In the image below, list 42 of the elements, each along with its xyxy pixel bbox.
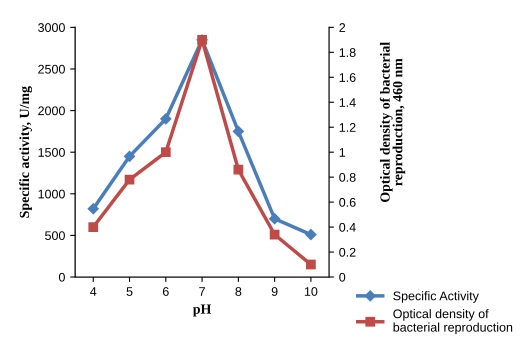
x-tick-label: 5	[126, 287, 132, 296]
x-tick-label: 4	[90, 287, 96, 296]
y2-tick-label: 0.2	[339, 248, 356, 257]
y2-tick-label: 0.8	[339, 172, 356, 182]
legend-label: Optical density of bacterial reproduction	[393, 309, 512, 334]
point	[124, 150, 136, 162]
x-axis-title: pH	[192, 304, 212, 317]
point	[88, 222, 98, 232]
y2-tick-label: 0.6	[339, 198, 356, 207]
y2-tick-label: 2	[339, 23, 346, 32]
point	[305, 228, 317, 240]
point	[160, 113, 172, 125]
y-tick-label: 1000	[38, 190, 65, 198]
point	[160, 147, 171, 158]
y-tick-label: 3000	[38, 23, 65, 32]
x-tick-label: 8	[235, 287, 242, 296]
y-tick-label: 1500	[38, 148, 65, 157]
x-tick-label: 7	[199, 287, 205, 296]
y2-tick-label: 1.4	[340, 98, 356, 107]
point	[88, 203, 99, 214]
y2-tick-label: 1.8	[340, 48, 356, 57]
x-tick-label: 9	[272, 287, 278, 296]
y2-tick-label: 1.2	[340, 123, 356, 132]
y-tick-label: 500	[45, 231, 65, 240]
point	[232, 126, 244, 137]
x-tick-label: 10	[304, 287, 318, 296]
y-tick-label: 2000	[38, 106, 65, 116]
y-tick-label: 0	[58, 272, 65, 282]
y2-tick-label: 0	[339, 272, 346, 282]
legend-label: Specific Activity	[393, 291, 479, 303]
point	[269, 213, 280, 224]
point	[124, 174, 134, 185]
y2-axis-title: Optical density of bacterial reproduction, 460 nm	[380, 42, 406, 202]
point	[270, 230, 280, 240]
y2-tick-label: 0.4	[339, 222, 356, 232]
point	[233, 164, 244, 175]
y2-tick-label: 1.6	[340, 73, 356, 82]
y2-tick-label: 1	[340, 148, 346, 157]
y-axis-title: Specific activity, U/mg	[19, 86, 32, 218]
x-tick-label: 6	[162, 287, 169, 296]
point	[306, 260, 316, 270]
y-tick-label: 2500	[38, 64, 65, 74]
